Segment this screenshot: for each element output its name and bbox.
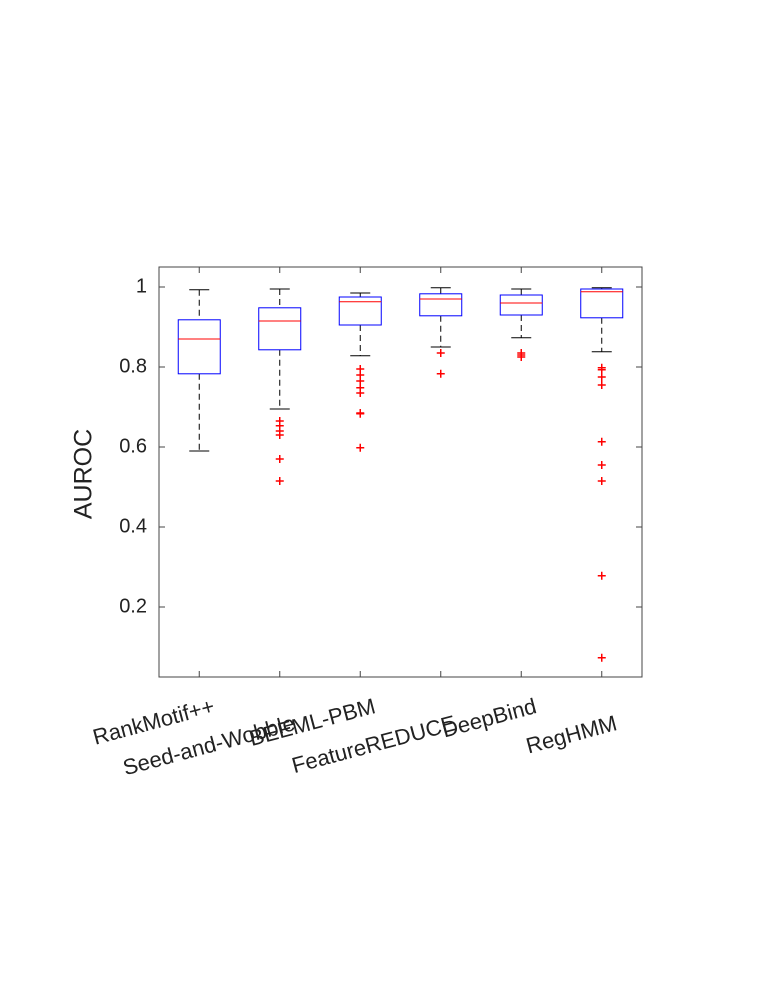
outlier	[597, 373, 606, 381]
y-tick-label: 0.6	[119, 435, 147, 457]
y-tick-label: 0.2	[119, 595, 147, 617]
outlier	[275, 431, 284, 439]
outlier	[356, 377, 365, 385]
box	[499, 294, 543, 316]
outlier	[597, 365, 606, 374]
outlier	[275, 455, 284, 463]
outlier	[517, 353, 526, 361]
y-tick-label: 1	[136, 275, 147, 297]
box	[177, 319, 221, 375]
box	[580, 288, 624, 319]
outlier	[356, 443, 365, 452]
outlier	[356, 409, 365, 418]
box	[338, 296, 382, 326]
outlier	[597, 381, 606, 389]
outlier	[597, 477, 606, 485]
outlier	[356, 389, 365, 397]
outlier	[436, 369, 445, 378]
outlier	[436, 349, 445, 357]
outlier	[597, 571, 606, 580]
y-tick-label: 0.8	[119, 355, 147, 377]
box	[419, 293, 463, 317]
outlier	[597, 461, 606, 469]
outlier	[275, 477, 284, 485]
box	[258, 307, 302, 351]
y-tick-label: 0.4	[119, 515, 147, 537]
outlier	[597, 653, 606, 662]
y-axis-label: AUROC	[70, 429, 98, 519]
plot-frame	[158, 266, 643, 678]
outlier	[597, 437, 606, 446]
